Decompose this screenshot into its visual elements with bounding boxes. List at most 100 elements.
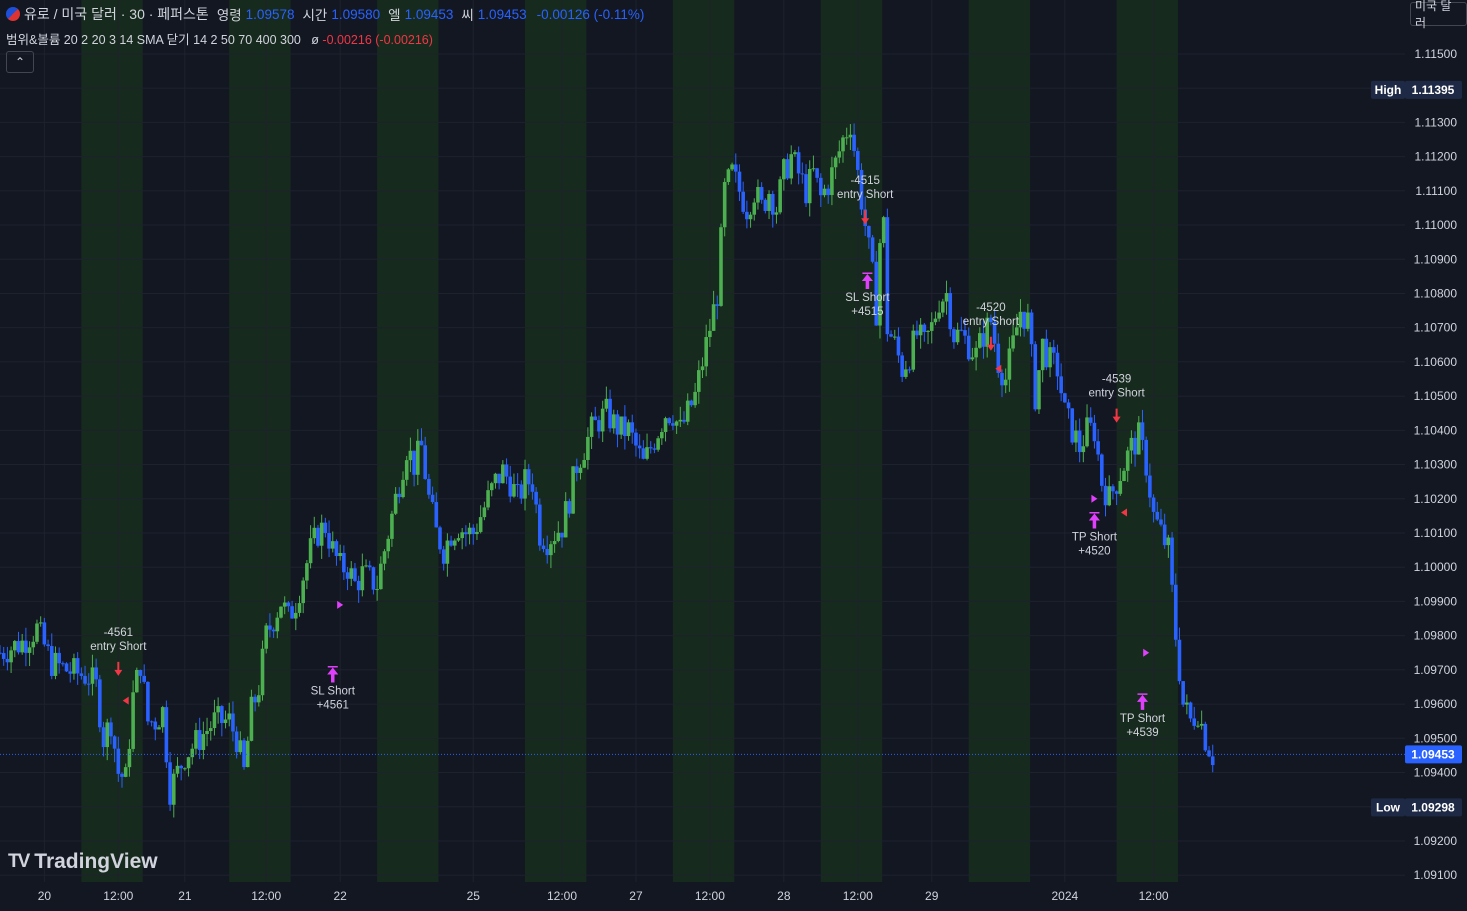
candle-body	[1111, 486, 1115, 492]
candle-body	[42, 622, 47, 645]
candle-body	[305, 563, 309, 581]
y-tick-label: 1.09500	[1414, 731, 1458, 745]
candle-body	[146, 681, 150, 722]
candle-body	[330, 541, 335, 549]
high-label-badge	[1371, 80, 1405, 99]
time-axis[interactable]: 20 12:00 21 12:00 22 25 12:00 27 12:00 28 12:00 29 2…	[38, 889, 1169, 903]
price-axis[interactable]: 1.115001.114001.113001.112001.111001.110…	[1371, 47, 1462, 882]
symbol-title[interactable]: 유로 / 미국 달러 · 30 · 페퍼스톤	[24, 6, 209, 22]
candle-body	[216, 706, 220, 713]
candle-body	[475, 531, 479, 535]
exit-pnl: +4539	[1126, 727, 1158, 739]
small-marker-icon	[1143, 648, 1150, 657]
candle-body	[689, 400, 694, 406]
session-band	[525, 0, 587, 882]
candle-body	[264, 625, 269, 649]
candle-body	[323, 522, 328, 534]
exit-arrow-icon	[327, 665, 339, 683]
candle-body	[408, 450, 413, 461]
candle-body	[57, 652, 61, 664]
candle-body	[793, 152, 797, 155]
exit-arrow-icon	[1136, 693, 1149, 710]
candle-body	[608, 398, 612, 429]
candle-body	[1107, 486, 1112, 506]
candle-body	[881, 217, 886, 244]
candle-body	[630, 422, 635, 433]
candle-body	[234, 731, 239, 753]
candle-body	[611, 414, 616, 429]
y-tick-label: 1.09400	[1414, 766, 1458, 780]
signal-label: entry Short	[963, 316, 1020, 328]
candle-body	[1103, 485, 1108, 506]
chevron-up-icon: ⌃	[14, 55, 26, 69]
x-tick-label: 12:00	[695, 889, 725, 903]
candle-body	[1210, 756, 1215, 766]
y-tick-label: 1.09700	[1414, 663, 1458, 677]
y-tick-label: 1.09800	[1414, 629, 1458, 643]
candle-body	[815, 168, 819, 178]
exit-label: TP Short	[1072, 532, 1118, 544]
candle-body	[582, 459, 586, 468]
candle-body	[257, 695, 261, 703]
candle-body	[86, 683, 91, 685]
candle-body	[227, 713, 232, 720]
candle-body	[20, 640, 24, 653]
candle-body	[660, 432, 664, 439]
candle-body	[634, 432, 638, 446]
candle-body	[741, 191, 745, 212]
indicator-legend[interactable]: 범위&볼륨 20 2 20 3 14 SMA 닫기 14 2 50 70 400…	[6, 29, 433, 48]
x-tick-label: 28	[777, 889, 791, 903]
x-tick-label: 25	[467, 889, 481, 903]
candle-body	[471, 527, 476, 535]
candle-body	[160, 707, 165, 728]
candle-body	[364, 565, 368, 567]
high-value-badge	[1405, 80, 1462, 99]
session-band	[229, 0, 291, 882]
candle-body	[737, 171, 742, 192]
candle-body	[116, 748, 121, 774]
x-tick-label: 12:00	[103, 889, 133, 903]
collapse-legend-button[interactable]: ⌃	[6, 51, 34, 73]
candle-body	[1018, 311, 1023, 328]
candle-body	[574, 466, 579, 473]
candle-body	[759, 187, 764, 200]
candle-body	[397, 493, 402, 498]
candle-body	[179, 765, 183, 769]
candle-body	[467, 527, 472, 535]
candle-body	[1181, 681, 1185, 705]
candle-body	[955, 329, 960, 343]
low-value-badge	[1405, 798, 1462, 817]
change-value: -0.00126 (-0.11%)	[536, 6, 645, 22]
small-marker-icon	[1091, 494, 1098, 503]
entry-arrow-icon	[986, 336, 995, 351]
candle-body	[782, 159, 786, 180]
session-band	[672, 0, 735, 882]
candle-body	[1118, 481, 1123, 494]
candle-body	[1122, 470, 1126, 482]
candle-body	[519, 484, 524, 499]
y-tick-label: 1.10600	[1414, 355, 1458, 369]
candle-body	[127, 748, 132, 768]
y-tick-label: 1.09900	[1414, 594, 1458, 608]
candle-body	[552, 540, 557, 545]
candle-body	[338, 552, 342, 557]
candle-body	[722, 182, 727, 228]
candle-body	[756, 187, 760, 203]
candle-body	[512, 484, 516, 497]
candle-body	[848, 134, 853, 138]
candle-body	[867, 225, 871, 238]
candle-body	[789, 154, 794, 179]
currency-button[interactable]: 미국 달러	[1410, 0, 1467, 30]
candle-body	[970, 357, 975, 360]
candle-body	[497, 473, 501, 484]
indicator-value: -0.00216 (-0.00216)	[322, 33, 433, 47]
candle-body	[171, 773, 176, 805]
candle-body	[855, 151, 860, 170]
grid-lines	[0, 0, 1405, 882]
candle-body	[1192, 718, 1197, 726]
low-value: 1.09453	[404, 6, 454, 22]
candle-body	[120, 773, 124, 777]
candle-body	[1, 653, 6, 659]
candle-body	[183, 768, 187, 770]
